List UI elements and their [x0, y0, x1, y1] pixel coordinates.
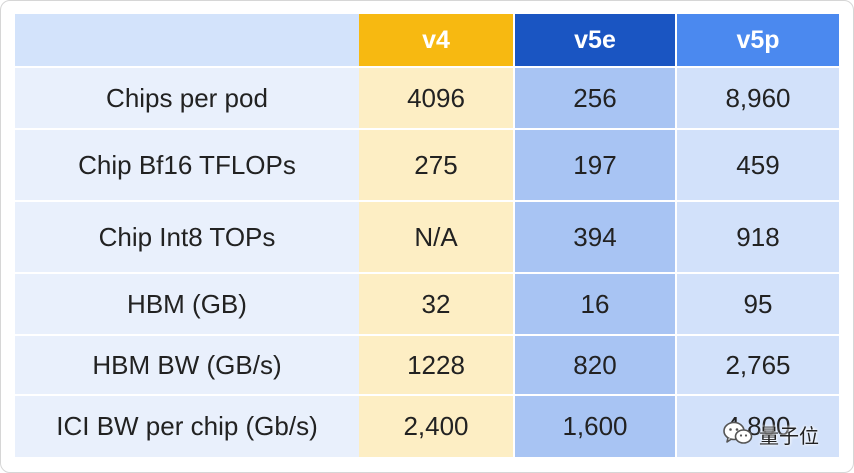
- header-v5e: v5e: [513, 14, 676, 67]
- table-row-int8-tops: Chip Int8 TOPs N/A 394 918: [15, 200, 839, 273]
- cell-v5e: 16: [513, 272, 676, 335]
- row-label: Chips per pod: [15, 66, 359, 129]
- cell-v4: N/A: [359, 200, 514, 273]
- tpu-spec-table: v4 v5e v5p Chips per pod 4096 256 8,960 …: [15, 14, 839, 457]
- cell-v5e: 820: [513, 334, 676, 395]
- cell-v4: 2,400: [359, 394, 514, 457]
- cell-v4: 275: [359, 128, 514, 201]
- table-row-hbm-gb: HBM (GB) 32 16 95: [15, 272, 839, 335]
- cell-v5p: 4,800: [675, 394, 839, 457]
- table-row-ici-bw: ICI BW per chip (Gb/s) 2,400 1,600 4,800: [15, 394, 839, 457]
- header-v4: v4: [359, 14, 514, 67]
- cell-v5p: 95: [675, 272, 839, 335]
- cell-v4: 1228: [359, 334, 514, 395]
- cell-v5p: 459: [675, 128, 839, 201]
- table-row-hbm-bw: HBM BW (GB/s) 1228 820 2,765: [15, 334, 839, 395]
- row-label: HBM (GB): [15, 272, 359, 335]
- header-label-cell: [15, 14, 359, 67]
- table-header-row: v4 v5e v5p: [15, 14, 839, 67]
- cell-v5p: 918: [675, 200, 839, 273]
- cell-v5e: 1,600: [513, 394, 676, 457]
- cell-v4: 4096: [359, 66, 514, 129]
- cell-v5e: 256: [513, 66, 676, 129]
- cell-v4: 32: [359, 272, 514, 335]
- cell-v5e: 197: [513, 128, 676, 201]
- cell-v5p: 8,960: [675, 66, 839, 129]
- row-label: Chip Bf16 TFLOPs: [15, 128, 359, 201]
- cell-v5e: 394: [513, 200, 676, 273]
- header-v5p: v5p: [675, 14, 839, 67]
- table-row-chips-per-pod: Chips per pod 4096 256 8,960: [15, 66, 839, 129]
- row-label: HBM BW (GB/s): [15, 334, 359, 395]
- cell-v5p: 2,765: [675, 334, 839, 395]
- table-row-bf16-tflops: Chip Bf16 TFLOPs 275 197 459: [15, 128, 839, 201]
- row-label: ICI BW per chip (Gb/s): [15, 394, 359, 457]
- row-label: Chip Int8 TOPs: [15, 200, 359, 273]
